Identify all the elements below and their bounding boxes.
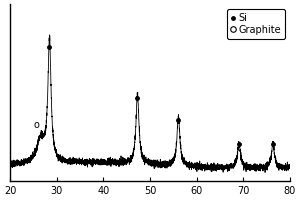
Text: o: o [33, 120, 39, 130]
Legend: Si, Graphite: Si, Graphite [227, 9, 285, 39]
